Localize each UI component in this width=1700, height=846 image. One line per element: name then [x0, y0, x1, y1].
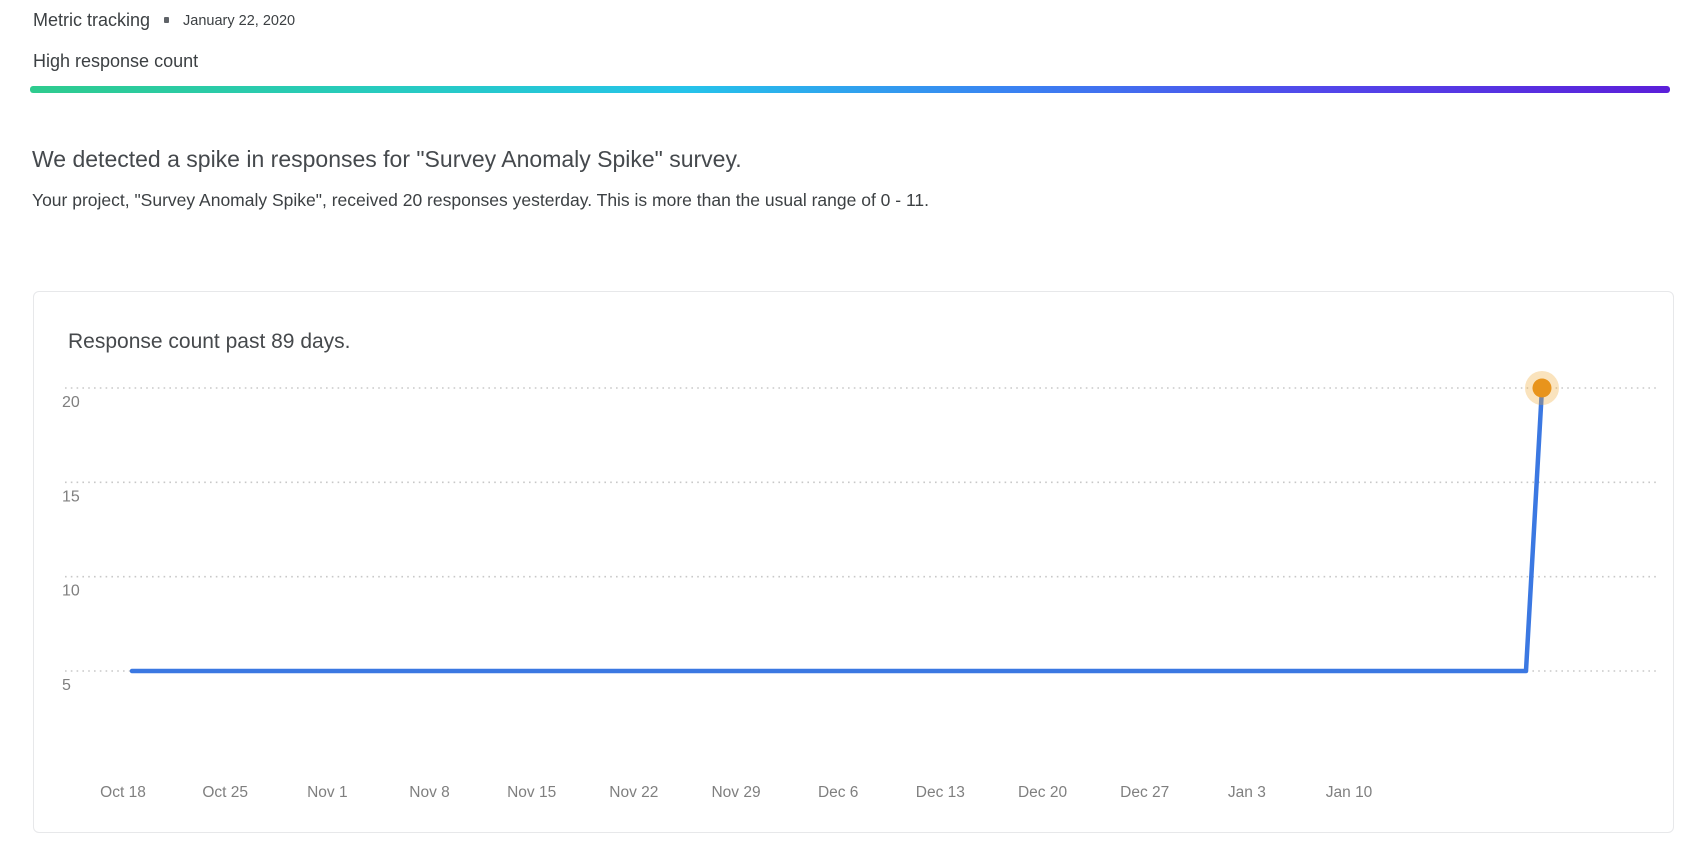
x-axis-label: Oct 18 — [100, 784, 146, 801]
y-axis-label: 15 — [62, 488, 80, 505]
x-axis-label: Dec 6 — [818, 784, 859, 801]
page-header: Metric tracking January 22, 2020 — [33, 10, 295, 31]
x-axis-label: Jan 3 — [1228, 784, 1266, 801]
page-date: January 22, 2020 — [183, 12, 296, 29]
response-count-chart: 5 10 15 20 Oct 18 Oct 25 Nov 1 Nov 8 Nov 15 Nov 2… — [62, 371, 1660, 801]
y-axis-label: 5 — [62, 677, 71, 694]
x-axis-label: Nov 1 — [307, 784, 348, 801]
alert-heading: We detected a spike in responses for "Su… — [32, 146, 742, 172]
x-axis-label: Nov 29 — [711, 784, 760, 801]
y-axis-label: 10 — [62, 583, 80, 600]
gradient-divider-bar — [30, 86, 1670, 93]
x-axis-label: Dec 13 — [916, 784, 965, 801]
x-axis-label: Dec 27 — [1120, 784, 1169, 801]
anomaly-point[interactable] — [1532, 378, 1552, 398]
x-axis-label: Jan 10 — [1326, 784, 1373, 801]
chart-title: Response count past 89 days. — [68, 330, 351, 353]
page-title: Metric tracking — [33, 10, 151, 30]
response-count-line — [129, 385, 1545, 674]
x-axis-label: Nov 22 — [609, 784, 658, 801]
x-axis-label: Oct 25 — [202, 784, 248, 801]
separator-dot-icon — [164, 16, 170, 23]
x-axis-label: Nov 15 — [507, 784, 556, 801]
alert-body: Your project, "Survey Anomaly Spike", re… — [32, 190, 929, 210]
page-subtitle: High response count — [33, 51, 199, 71]
chart-card: 5 10 15 20 Oct 18 Oct 25 Nov 1 Nov 8 Nov 15 Nov 2… — [33, 291, 1674, 833]
x-axis-label: Dec 20 — [1018, 784, 1067, 801]
y-axis-label: 20 — [62, 394, 80, 411]
x-axis-label: Nov 8 — [409, 784, 450, 801]
